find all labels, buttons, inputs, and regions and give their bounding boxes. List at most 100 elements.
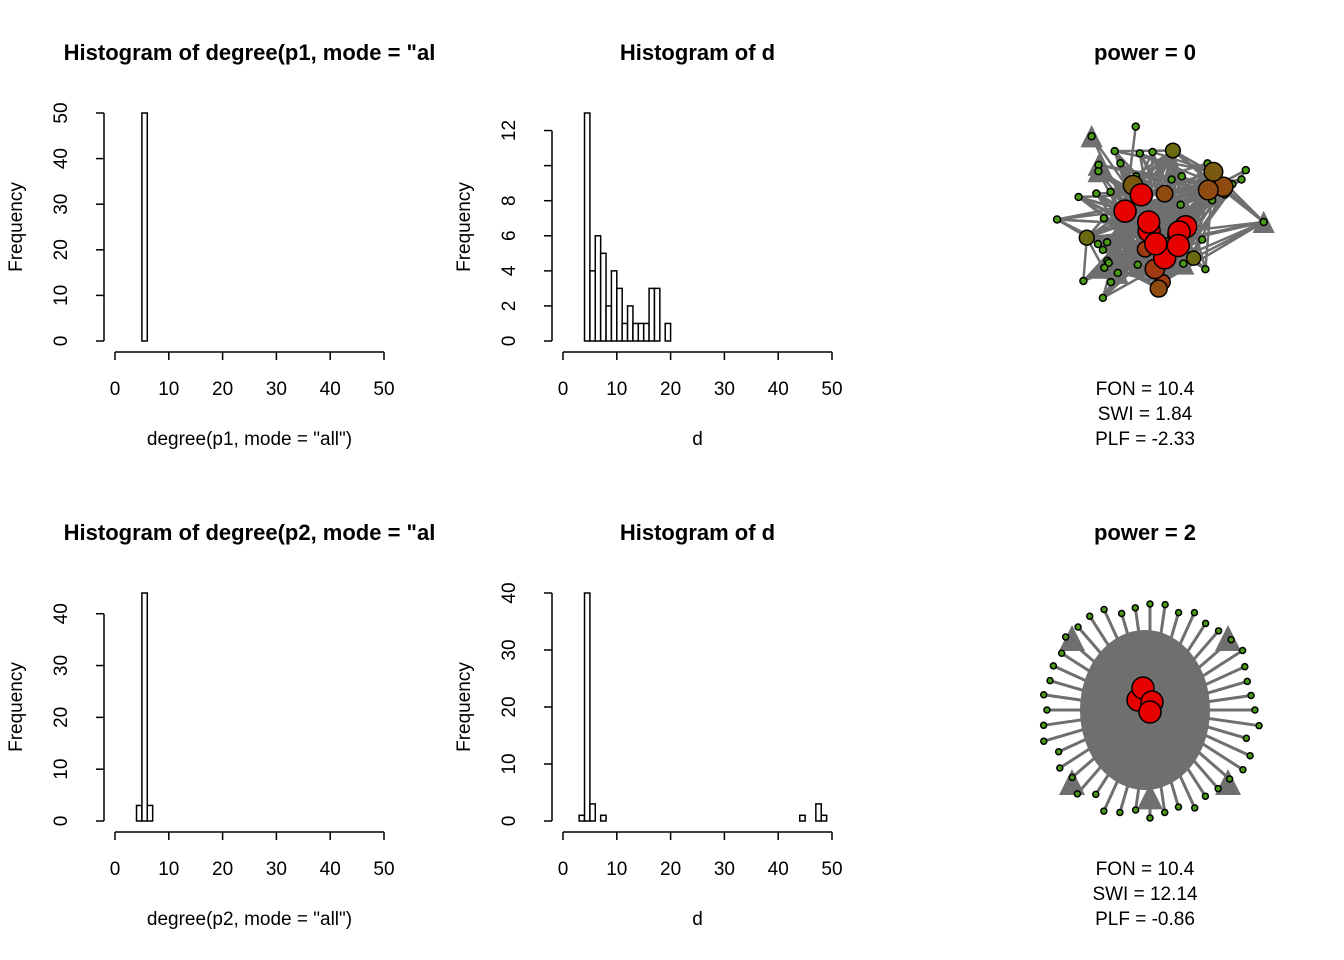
- node: [1174, 803, 1183, 811]
- node: [1148, 147, 1157, 157]
- bar: [815, 803, 822, 822]
- node: [1057, 649, 1066, 657]
- node: [1135, 149, 1145, 158]
- network-panel: power = 0 FON = 10.4 SWI = 1.84 PLF = -2.33: [1052, 40, 1275, 450]
- edge: [1148, 709, 1197, 809]
- histogram-panel: Histogram of degree(p2, mode = "al degree…: [6, 520, 435, 930]
- chart-title: power = 2: [1094, 520, 1196, 545]
- y-tick-label: 30: [499, 639, 520, 660]
- y-tick-label: 40: [499, 582, 520, 603]
- y-tick-label: 6: [499, 230, 520, 241]
- x-tick-label: 10: [606, 859, 627, 880]
- node: [1116, 159, 1125, 168]
- node: [1040, 737, 1048, 745]
- y-tick-label: 0: [499, 816, 520, 827]
- node: [1133, 260, 1142, 269]
- node: [1100, 605, 1108, 614]
- node: [1092, 189, 1101, 198]
- node: [1255, 721, 1263, 730]
- node: [1100, 263, 1109, 272]
- edge: [1149, 665, 1246, 712]
- node: [1201, 792, 1210, 800]
- bar: [589, 803, 597, 822]
- x-tick-label: 40: [320, 859, 341, 880]
- bar: [820, 814, 828, 822]
- x-tick-label: 30: [266, 379, 287, 400]
- bar: [626, 305, 634, 342]
- node: [1078, 229, 1095, 246]
- bar: [578, 814, 586, 822]
- y-tick-label: 50: [51, 102, 72, 123]
- y-tick-label: 20: [51, 239, 72, 260]
- node: [1237, 175, 1246, 184]
- node: [1238, 646, 1247, 655]
- y-tick-label: 0: [51, 336, 72, 347]
- edge: [1149, 708, 1231, 781]
- edge: [1149, 708, 1260, 728]
- bar: [648, 287, 656, 342]
- edge: [1148, 709, 1220, 790]
- node: [1246, 751, 1254, 760]
- y-axis-label: Frequency: [6, 182, 27, 272]
- y-tick-label: 0: [499, 336, 520, 347]
- node: [1185, 250, 1202, 266]
- node: [1190, 804, 1199, 812]
- node: [1079, 276, 1088, 286]
- bar: [589, 270, 597, 342]
- node: [1074, 192, 1083, 202]
- histogram-panel: Histogram of d d Frequency 0 10 20 30 40 50 0 2 4 6 8…: [454, 40, 843, 450]
- x-tick-label: 20: [660, 379, 681, 400]
- node: [1092, 790, 1100, 799]
- bar: [798, 814, 806, 822]
- node: [1068, 773, 1076, 782]
- y-tick-label: 0: [51, 816, 72, 827]
- node: [1043, 706, 1051, 714]
- x-tick-label: 50: [373, 859, 394, 880]
- node: [1243, 677, 1252, 686]
- chart-title: Histogram of d: [620, 40, 775, 65]
- edge: [1149, 638, 1233, 712]
- edge: [1192, 189, 1210, 259]
- x-axis-label: degree(p2, mode = "all"): [147, 909, 352, 930]
- node: [1131, 604, 1140, 612]
- x-tick-label: 10: [606, 379, 627, 400]
- node: [1056, 764, 1064, 772]
- bar: [599, 814, 607, 822]
- chart-title: Histogram of d: [620, 520, 775, 545]
- node: [1074, 623, 1082, 631]
- y-tick-label: 20: [499, 696, 520, 717]
- bar: [610, 270, 618, 342]
- bar: [141, 592, 149, 822]
- node: [1242, 734, 1251, 743]
- node: [1136, 210, 1161, 234]
- node: [1113, 199, 1137, 223]
- y-tick-label: 40: [51, 148, 72, 169]
- x-tick-label: 40: [768, 859, 789, 880]
- edge: [1071, 708, 1151, 779]
- x-tick-label: 0: [558, 379, 569, 400]
- annotation: FON = 10.4: [1096, 379, 1195, 400]
- node: [1227, 635, 1235, 644]
- edge: [1148, 709, 1180, 808]
- edge: [1076, 709, 1152, 795]
- y-tick-label: 12: [499, 120, 520, 141]
- x-tick-label: 40: [320, 379, 341, 400]
- node: [1214, 627, 1223, 635]
- node: [1201, 619, 1210, 628]
- x-tick-label: 20: [212, 379, 233, 400]
- node: [1073, 790, 1082, 798]
- node: [1203, 161, 1224, 182]
- bar: [621, 322, 629, 342]
- y-tick-label: 20: [51, 707, 72, 728]
- arrowhead: [1059, 625, 1085, 651]
- node: [1061, 633, 1070, 641]
- node: [1093, 239, 1103, 249]
- x-tick-label: 20: [660, 859, 681, 880]
- node: [1225, 775, 1234, 783]
- y-tick-label: 30: [51, 194, 72, 215]
- bar: [599, 252, 607, 342]
- annotation: SWI = 1.84: [1098, 404, 1193, 425]
- annotation: FON = 10.4: [1096, 859, 1195, 880]
- x-axis-label: d: [692, 429, 703, 450]
